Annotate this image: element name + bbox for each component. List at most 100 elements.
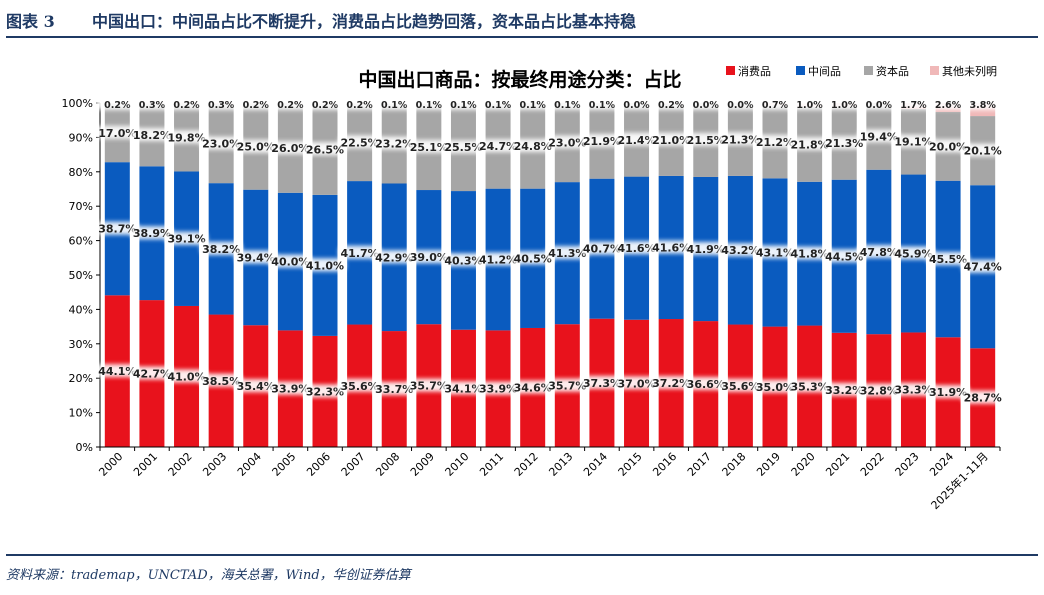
y-tick-label-8: 80% — [69, 166, 93, 179]
data-label-0-2: 41.0% — [167, 370, 205, 383]
label-halo-2-7 — [338, 135, 381, 149]
data-label-1-7: 41.7% — [341, 247, 379, 260]
label-halo-3-22 — [857, 97, 900, 110]
data-label-0-7: 35.6% — [341, 380, 379, 393]
figure-title: 中国出口：中间品占比不断提升，消费品占比趋势回落，资本品占比基本持稳 — [92, 12, 637, 31]
label-halo-1-24 — [927, 252, 970, 266]
data-label-0-16: 37.2% — [652, 377, 690, 390]
data-label-0-20: 35.3% — [791, 380, 829, 393]
label-halo-3-1 — [130, 97, 173, 110]
data-label-3-15: 0.0% — [623, 100, 650, 111]
label-halo-2-14 — [580, 134, 623, 148]
label-halo-0-22 — [857, 383, 900, 397]
label-halo-3-15 — [615, 97, 658, 110]
label-halo-2-13 — [546, 135, 589, 149]
label-halo-1-0 — [96, 221, 139, 235]
label-halo-1-5 — [269, 254, 312, 268]
y-tick-label-1: 10% — [69, 407, 93, 420]
label-halo-0-4 — [234, 379, 277, 393]
data-label-3-21: 1.0% — [831, 100, 858, 111]
label-halo-3-4 — [234, 97, 277, 110]
data-label-2-10: 25.5% — [444, 141, 482, 154]
x-tick-label-2: 2002 — [166, 450, 195, 479]
data-label-1-24: 45.5% — [929, 253, 967, 266]
data-label-2-2: 19.8% — [167, 131, 205, 144]
legend-swatch-2 — [864, 66, 873, 75]
label-halo-2-10 — [442, 140, 485, 154]
label-halo-2-16 — [650, 132, 693, 146]
data-label-2-21: 21.3% — [825, 137, 863, 150]
data-label-3-19: 0.7% — [762, 100, 789, 111]
footer-rule — [6, 554, 1038, 556]
data-label-2-24: 20.0% — [929, 140, 967, 153]
data-label-3-22: 0.0% — [866, 100, 893, 111]
label-halo-2-3 — [200, 136, 243, 150]
legend-swatch-1 — [796, 66, 805, 75]
label-halo-1-4 — [234, 250, 277, 264]
label-halo-2-15 — [615, 132, 658, 146]
x-tick-label-19: 2019 — [754, 450, 783, 479]
label-halo-1-25 — [961, 259, 1004, 273]
label-halo-2-6 — [304, 142, 346, 156]
data-label-0-14: 37.3% — [583, 377, 621, 390]
label-halo-0-7 — [338, 378, 381, 392]
label-halo-3-13 — [546, 97, 589, 110]
data-label-2-3: 23.0% — [202, 138, 240, 151]
label-halo-3-21 — [823, 97, 866, 110]
data-label-2-12: 24.8% — [514, 140, 552, 153]
label-halo-0-6 — [304, 384, 346, 398]
data-label-2-18: 21.3% — [721, 133, 759, 146]
label-halo-0-18 — [719, 378, 762, 392]
data-label-3-1: 0.3% — [139, 100, 166, 111]
data-label-2-14: 21.9% — [583, 135, 621, 148]
data-label-1-5: 40.0% — [271, 256, 309, 269]
y-tick-label-10: 100% — [62, 97, 93, 110]
data-label-2-17: 21.5% — [687, 134, 725, 147]
data-label-1-21: 44.5% — [825, 250, 863, 263]
label-halo-0-17 — [684, 377, 727, 391]
label-halo-0-24 — [927, 385, 970, 399]
label-halo-1-1 — [130, 226, 173, 240]
label-halo-1-17 — [684, 242, 727, 256]
label-halo-3-9 — [407, 97, 450, 110]
data-label-2-9: 25.1% — [410, 141, 448, 154]
label-halo-1-13 — [546, 246, 589, 260]
y-tick-label-6: 60% — [69, 235, 93, 248]
data-label-1-13: 41.3% — [548, 247, 586, 260]
label-halo-3-0 — [96, 97, 139, 110]
data-label-3-6: 0.2% — [312, 100, 339, 111]
data-label-3-20: 1.0% — [796, 100, 823, 111]
data-label-0-17: 36.6% — [687, 378, 725, 391]
data-label-2-19: 21.2% — [756, 136, 794, 149]
label-halo-3-12 — [511, 97, 554, 110]
data-label-3-24: 2.6% — [935, 100, 962, 111]
label-halo-3-20 — [788, 97, 831, 110]
label-halo-0-0 — [96, 364, 139, 378]
label-halo-2-8 — [373, 136, 416, 150]
data-label-0-13: 35.7% — [548, 380, 586, 393]
data-label-3-8: 0.1% — [381, 100, 408, 111]
label-halo-1-23 — [892, 246, 935, 260]
x-tick-label-4: 2004 — [235, 450, 264, 479]
label-halo-3-10 — [442, 97, 485, 110]
label-halo-2-22 — [857, 129, 900, 143]
label-halo-1-9 — [407, 250, 450, 264]
data-label-3-14: 0.1% — [589, 100, 616, 111]
label-halo-3-14 — [580, 97, 623, 110]
x-tick-label-22: 2022 — [858, 450, 887, 479]
label-halo-1-14 — [580, 241, 623, 255]
data-label-3-10: 0.1% — [450, 100, 477, 111]
data-label-1-12: 40.5% — [514, 252, 552, 265]
label-halo-2-21 — [823, 136, 866, 150]
data-label-2-5: 26.0% — [271, 142, 309, 155]
label-halo-0-21 — [823, 382, 866, 396]
label-halo-0-10 — [442, 381, 485, 395]
data-label-3-3: 0.3% — [208, 100, 235, 111]
x-tick-label-1: 2001 — [131, 450, 160, 479]
data-label-3-25: 3.8% — [970, 100, 997, 111]
data-label-1-3: 38.2% — [202, 243, 240, 256]
x-tick-label-9: 2009 — [408, 450, 437, 479]
x-tick-label-5: 2005 — [270, 450, 299, 479]
x-tick-label-24: 2024 — [927, 450, 956, 479]
